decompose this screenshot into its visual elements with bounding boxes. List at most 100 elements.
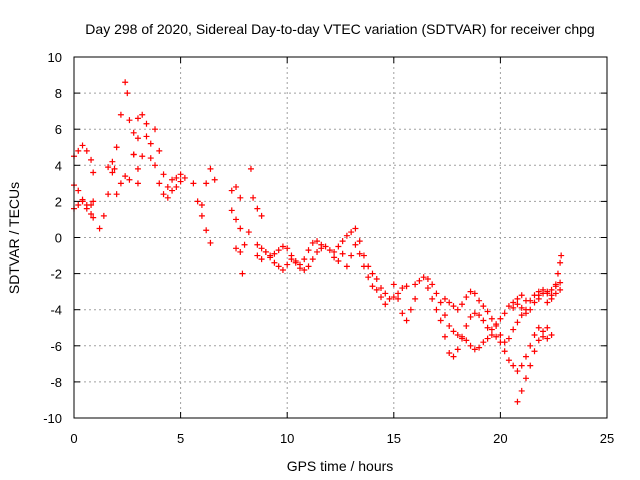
data-point: [429, 281, 436, 288]
data-point: [122, 79, 129, 86]
data-point: [378, 285, 385, 292]
data-point: [471, 290, 478, 297]
data-point: [540, 328, 547, 335]
y-tick-label: 10: [48, 50, 62, 65]
data-point: [476, 297, 483, 304]
data-point: [124, 90, 131, 97]
data-point: [288, 256, 295, 263]
data-point: [459, 301, 466, 308]
data-point: [493, 322, 500, 329]
data-point: [169, 176, 176, 183]
data-point: [296, 261, 303, 268]
data-point: [258, 256, 265, 263]
data-point: [177, 171, 184, 178]
data-point: [90, 214, 97, 221]
data-point: [139, 111, 146, 118]
y-tick-label: 6: [55, 122, 62, 137]
data-point: [360, 263, 367, 270]
data-point: [271, 259, 278, 266]
data-point: [250, 194, 257, 201]
data-point: [239, 270, 246, 277]
data-point: [395, 290, 402, 297]
data-point: [164, 183, 171, 190]
data-point: [424, 276, 431, 283]
data-point: [527, 362, 534, 369]
data-point: [548, 295, 555, 302]
data-point: [544, 324, 551, 331]
data-point: [450, 303, 457, 310]
data-point: [348, 252, 355, 259]
y-tick-label: -2: [50, 267, 62, 282]
data-point: [228, 207, 235, 214]
data-point: [343, 232, 350, 239]
data-point: [420, 274, 427, 281]
data-point: [501, 310, 508, 317]
data-point: [527, 342, 534, 349]
data-point: [480, 303, 487, 310]
data-point: [130, 151, 137, 158]
data-point: [275, 247, 282, 254]
data-point: [147, 140, 154, 147]
data-point: [284, 245, 291, 252]
x-axis-title: GPS time / hours: [287, 458, 394, 474]
data-point: [518, 312, 525, 319]
data-point: [441, 312, 448, 319]
data-point: [198, 202, 205, 209]
data-point: [459, 335, 466, 342]
data-point: [369, 283, 376, 290]
data-point: [484, 308, 491, 315]
data-point: [518, 292, 525, 299]
data-point: [446, 299, 453, 306]
data-point: [152, 126, 159, 133]
data-point: [552, 290, 559, 297]
data-point: [471, 346, 478, 353]
data-point: [126, 117, 133, 124]
data-point: [254, 241, 261, 248]
data-point: [305, 263, 312, 270]
data-point: [535, 337, 542, 344]
data-point: [454, 331, 461, 338]
y-tick-label: -6: [50, 339, 62, 354]
x-tick-label: 5: [177, 431, 184, 446]
data-point: [412, 295, 419, 302]
data-point: [531, 348, 538, 355]
data-point: [510, 326, 517, 333]
data-point: [505, 303, 512, 310]
data-point: [194, 198, 201, 205]
data-point: [493, 333, 500, 340]
data-point: [382, 301, 389, 308]
data-point: [79, 198, 86, 205]
data-point: [497, 331, 504, 338]
y-tick-label: 4: [55, 158, 62, 173]
x-tick-label: 20: [493, 431, 507, 446]
data-point: [407, 306, 414, 313]
data-point: [233, 183, 240, 190]
data-point: [548, 286, 555, 293]
data-point: [309, 239, 316, 246]
data-point: [258, 212, 265, 219]
data-point: [356, 238, 363, 245]
grid: [74, 57, 607, 418]
data-point: [241, 241, 248, 248]
data-point: [522, 375, 529, 382]
data-point: [360, 252, 367, 259]
data-point: [352, 225, 359, 232]
data-point: [169, 187, 176, 194]
data-point: [301, 256, 308, 263]
data-point: [134, 165, 141, 172]
data-point: [326, 247, 333, 254]
data-point: [446, 322, 453, 329]
data-point: [403, 317, 410, 324]
data-point: [510, 304, 517, 311]
data-point: [156, 147, 163, 154]
data-point: [173, 174, 180, 181]
data-point: [279, 266, 286, 273]
data-point: [518, 387, 525, 394]
data-point: [111, 165, 118, 172]
data-point: [505, 335, 512, 342]
data-point: [83, 202, 90, 209]
data-point: [83, 147, 90, 154]
axis-ticks: [73, 56, 608, 419]
data-point: [441, 333, 448, 340]
